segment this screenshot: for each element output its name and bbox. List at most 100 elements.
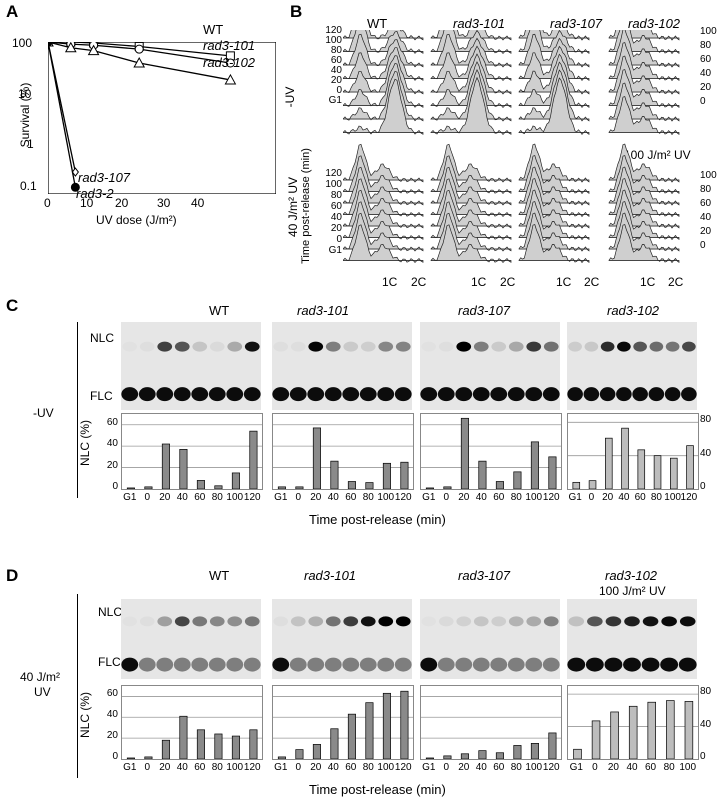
- flc-band: [191, 387, 209, 402]
- nlc-band: [209, 341, 225, 352]
- category-label: 100: [226, 492, 244, 503]
- category-label: 20: [159, 492, 171, 503]
- data-point: [71, 167, 79, 177]
- b-dose-label: 100 J/m² UV: [624, 148, 691, 162]
- flc-band: [243, 657, 261, 672]
- legend-rad3-101: rad3-101: [203, 38, 256, 53]
- category-label: 120: [394, 762, 412, 773]
- nlc-band: [325, 341, 341, 352]
- ytick-left: 20: [106, 730, 118, 742]
- category-label: 0: [295, 492, 302, 503]
- nlc-band: [682, 341, 696, 352]
- bar: [365, 482, 374, 490]
- d-header-wt: WT: [209, 568, 230, 583]
- d-dose-label: 100 J/m² UV: [599, 584, 666, 598]
- b-tick-1c: 1C: [471, 275, 487, 289]
- nlc-band: [421, 616, 436, 626]
- bar: [312, 427, 321, 490]
- category-label: 20: [602, 492, 614, 503]
- flc-band: [641, 657, 660, 672]
- category-label: G1: [274, 762, 288, 773]
- flow-block-row2: [608, 143, 680, 264]
- category-label: 100: [664, 492, 681, 503]
- flc-band: [585, 657, 604, 672]
- flc-band: [681, 387, 697, 402]
- bar: [460, 753, 469, 760]
- flow-block-row1: [608, 30, 680, 136]
- b-tick-1c: 1C: [640, 275, 656, 289]
- ytick-right: 40: [700, 718, 712, 730]
- flc-band: [173, 387, 191, 402]
- bar: [530, 743, 539, 760]
- category-label: G1: [569, 762, 583, 773]
- flow-cytometry-grid: [343, 30, 680, 264]
- ytick-left: 40: [106, 709, 118, 721]
- time-label: 20: [700, 82, 712, 93]
- category-label: 0: [588, 492, 595, 503]
- flc-band: [567, 387, 583, 402]
- b-row2-label: 40 J/m² UV: [286, 177, 300, 238]
- nlc-band: [378, 616, 394, 627]
- panel-a-letter: A: [6, 2, 19, 21]
- bar: [628, 705, 638, 760]
- bar: [231, 735, 240, 760]
- b-row1-label: -UV: [283, 86, 297, 108]
- flc-band: [623, 657, 641, 672]
- time-label: 80: [330, 190, 342, 201]
- d-side-label-2: UV: [34, 685, 51, 699]
- time-label: 80: [700, 184, 712, 195]
- flow-block-row1: [518, 30, 590, 135]
- flc-band: [437, 387, 455, 402]
- flc-band: [226, 657, 244, 672]
- time-label: 20: [330, 75, 342, 86]
- bar: [425, 757, 434, 760]
- panel-a-xtick: 0: [44, 196, 51, 210]
- category-label: 20: [310, 492, 322, 503]
- flc-band: [342, 657, 360, 672]
- category-label: 0: [443, 762, 450, 773]
- bar: [277, 756, 286, 760]
- panel-d-letter: D: [6, 566, 19, 585]
- nlc-band: [290, 616, 306, 627]
- time-label: 60: [700, 198, 712, 209]
- nlc-bar-chart: [121, 413, 263, 490]
- flc-band: [604, 657, 623, 672]
- bar: [144, 486, 153, 490]
- category-label: 80: [650, 492, 662, 503]
- category-label: 40: [176, 492, 188, 503]
- gel-bands: [567, 341, 697, 402]
- bar: [647, 701, 657, 760]
- category-label: G1: [123, 492, 137, 503]
- flc-band: [664, 387, 681, 402]
- ytick-right: 0: [700, 751, 706, 762]
- series-line: [48, 42, 76, 188]
- nlc-band: [273, 616, 288, 626]
- b-header-rad3-102: rad3-102: [628, 16, 681, 31]
- ytick-left: 60: [106, 416, 118, 428]
- nlc-band: [526, 341, 542, 352]
- c-flc-label: FLC: [90, 389, 113, 403]
- category-label: G1: [422, 492, 436, 503]
- panel-a-ytick: 0.1: [20, 179, 37, 193]
- category-label: 0: [443, 492, 450, 503]
- bar: [605, 437, 613, 490]
- bar: [400, 461, 409, 490]
- nlc-bar-chart: [567, 685, 699, 760]
- category-label: 60: [345, 492, 357, 503]
- b-tick-2c: 2C: [668, 275, 684, 289]
- d-header-rad3-101: rad3-101: [304, 568, 357, 583]
- category-label: 40: [475, 492, 487, 503]
- category-label: 100: [226, 762, 244, 773]
- category-label: 80: [663, 762, 675, 773]
- c-nlc-label: NLC: [90, 331, 115, 345]
- category-label: G1: [274, 492, 288, 503]
- bar-chart-svg: [421, 696, 561, 760]
- nlc-bar-chart: [121, 685, 263, 760]
- bar: [330, 460, 339, 490]
- flc-band: [660, 657, 679, 672]
- flc-band: [191, 657, 209, 672]
- bar: [365, 702, 374, 760]
- nlc-band: [227, 341, 243, 352]
- panel-a-ylabel: Survival (%): [18, 82, 32, 148]
- nlc-band: [633, 341, 647, 352]
